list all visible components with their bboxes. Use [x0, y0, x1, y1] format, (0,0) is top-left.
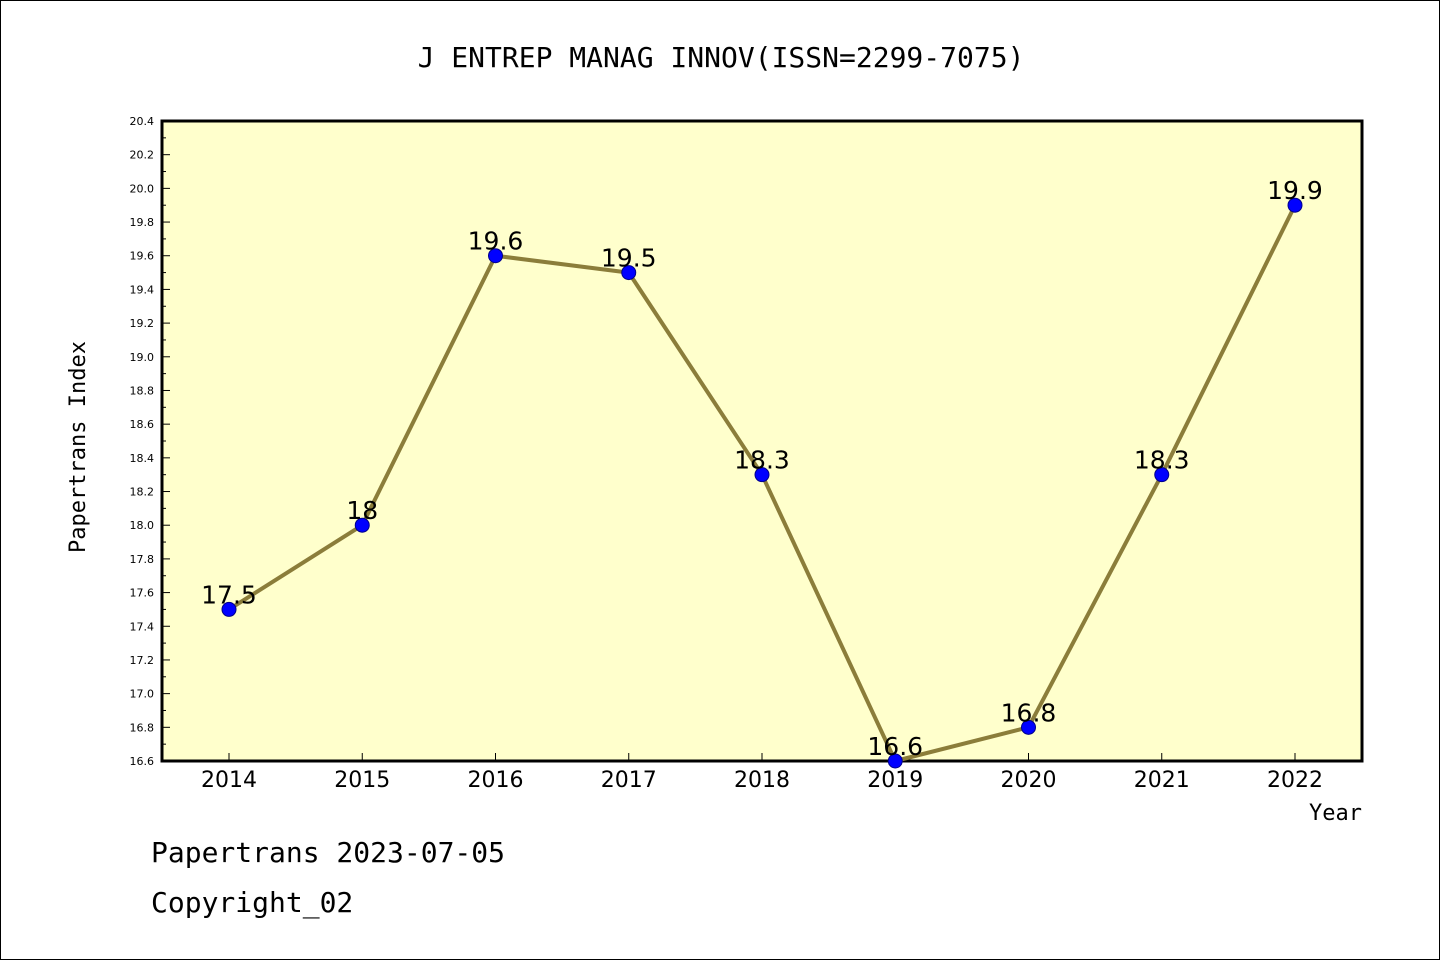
data-point — [621, 265, 637, 281]
y-tick-label: 18.6 — [130, 418, 155, 431]
x-tick-label: 2022 — [1267, 768, 1323, 793]
data-label: 19.5 — [601, 244, 657, 273]
y-tick-label: 20.2 — [130, 149, 155, 162]
x-tick-label: 2014 — [201, 768, 257, 793]
data-labels: 17.5 18 19.6 19.5 18.3 16.6 16.8 18.3 19.9 — [201, 176, 1323, 761]
data-point — [1021, 719, 1036, 735]
footer-copyright: Copyright_02 — [151, 886, 354, 919]
x-axis: 2014 2015 2016 2017 2018 2019 2020 2021 2022 — [201, 753, 1323, 793]
series-markers — [221, 197, 1303, 769]
y-tick-label: 17.8 — [130, 553, 155, 566]
chart-title: J ENTREP MANAG INNOV(ISSN=2299-7075) — [418, 41, 1025, 74]
y-tick-label: 18.8 — [130, 384, 155, 397]
plot-area — [160, 119, 1364, 763]
data-label: 19.9 — [1267, 176, 1323, 205]
data-label: 18.3 — [734, 446, 790, 475]
data-label: 16.6 — [867, 732, 923, 761]
x-tick-label: 2017 — [601, 768, 657, 793]
data-point — [221, 601, 237, 617]
y-tick-label: 20.0 — [130, 182, 155, 195]
data-label: 19.6 — [468, 227, 524, 256]
y-tick-label: 19.2 — [130, 317, 155, 330]
x-tick-label: 2021 — [1134, 768, 1190, 793]
data-label: 18 — [346, 496, 378, 525]
data-point — [754, 467, 770, 483]
data-point — [1287, 197, 1303, 213]
y-tick-label: 18.2 — [130, 486, 155, 499]
data-point — [354, 517, 370, 533]
y-tick-label: 18.0 — [130, 519, 155, 532]
y-tick-label: 16.6 — [130, 755, 155, 768]
footer-date: Papertrans 2023-07-05 — [151, 836, 506, 869]
y-axis: 16.6 16.8 17.0 17.2 17.4 17.6 17.8 18.0 18.2 18.4… — [130, 115, 170, 768]
y-tick-label: 18.4 — [130, 452, 155, 465]
data-point — [887, 753, 903, 769]
x-tick-label: 2016 — [468, 768, 524, 793]
data-point — [488, 248, 503, 264]
y-tick-label: 17.0 — [130, 688, 155, 701]
y-tick-label: 19.6 — [130, 250, 155, 263]
y-tick-label: 19.8 — [130, 216, 155, 229]
y-tick-label: 17.4 — [130, 620, 155, 633]
y-tick-label: 19.0 — [130, 351, 155, 364]
data-label: 18.3 — [1134, 446, 1190, 475]
y-axis-title: Papertrans Index — [66, 341, 91, 553]
y-tick-label: 17.2 — [130, 654, 155, 667]
y-tick-label: 17.6 — [130, 587, 155, 600]
y-tick-label: 19.4 — [130, 283, 155, 296]
x-tick-label: 2020 — [1001, 768, 1057, 793]
x-tick-label: 2015 — [334, 768, 390, 793]
x-tick-label: 2019 — [867, 768, 923, 793]
y-tick-label: 16.8 — [130, 721, 155, 734]
y-tick-label: 20.4 — [130, 115, 155, 128]
data-label: 17.5 — [201, 580, 257, 609]
x-tick-label: 2018 — [734, 768, 790, 793]
data-point — [1154, 467, 1170, 483]
x-axis-title: Year — [1309, 801, 1362, 826]
data-label: 16.8 — [1001, 698, 1057, 727]
